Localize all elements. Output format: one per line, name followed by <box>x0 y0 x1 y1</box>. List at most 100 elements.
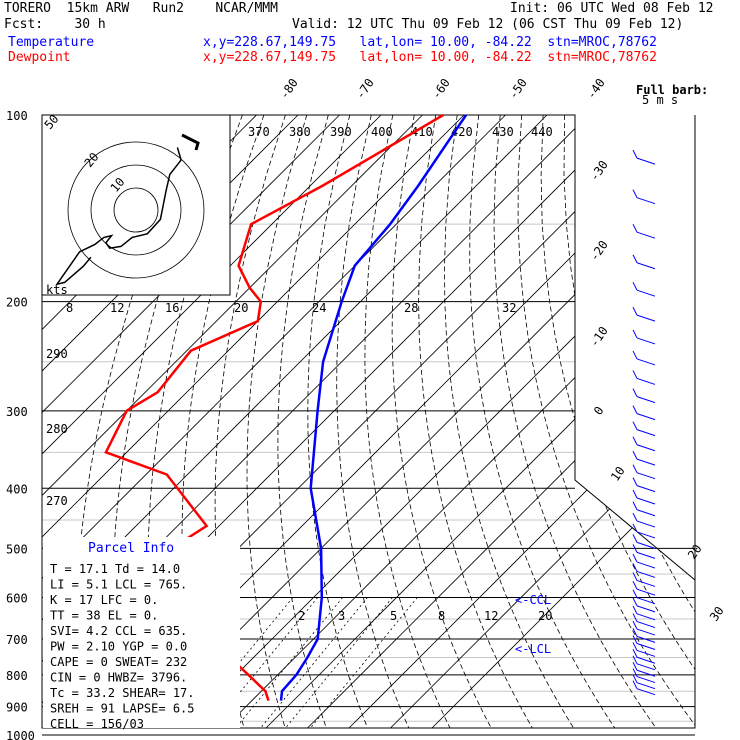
wind-barb-flag <box>632 189 638 198</box>
wind-barb-flag <box>632 597 638 607</box>
dry-adiabat <box>563 115 695 728</box>
wind-barb-flag <box>632 544 638 553</box>
speed-tick-label: 32 <box>502 301 516 315</box>
dry-adiabat <box>246 115 308 728</box>
pressure-tick-label: 300 <box>6 405 28 419</box>
wind-barb-flag <box>632 613 638 622</box>
wind-barb <box>636 663 656 671</box>
legend-temperature: Temperature <box>8 35 95 50</box>
wind-barb <box>636 485 656 493</box>
full-barb-value: 5 m s <box>642 93 678 107</box>
wind-barb-flag <box>632 350 638 360</box>
wind-barb-flag <box>632 563 638 572</box>
wind-barb-flag <box>632 655 638 665</box>
dry-adiabat <box>444 115 579 728</box>
mixing-ratio-line <box>254 597 368 728</box>
theta-left-label: 270 <box>46 494 68 508</box>
wind-barb-flag <box>632 534 638 543</box>
pressure-tick-label: 500 <box>6 542 28 556</box>
parcel-info-panel: Parcel Info T = 17.1 Td = 14.0 LI = 5.1 LC… <box>43 537 240 731</box>
wind-barb <box>636 643 656 650</box>
isotherm-line <box>42 115 465 728</box>
isotherm-label: -40 <box>584 76 608 102</box>
wind-barb-flag <box>632 580 638 590</box>
wind-barb-flag <box>632 501 638 510</box>
speed-tick-label: 12 <box>110 301 124 315</box>
hodograph-upper-segment <box>181 133 200 151</box>
wind-barb <box>636 656 656 664</box>
wind-barb <box>636 688 656 696</box>
wind-barb-flag <box>632 648 638 658</box>
location-dewpoint: x,y=228.67,149.75 lat,lon= 10.00, -84.22… <box>203 50 657 65</box>
temperature-line <box>279 114 468 701</box>
hodograph-ring <box>113 187 159 233</box>
speed-tick-label: 16 <box>165 301 179 315</box>
mixing-ratio-label: 2 <box>298 609 305 623</box>
dry-adiabat <box>391 115 496 728</box>
header-forecast-hour: Fcst: 30 h <box>4 17 106 32</box>
wind-barb-flag <box>632 553 638 563</box>
wind-barb-flag <box>632 223 638 233</box>
wind-barb <box>636 157 656 165</box>
wind-barb-flag <box>632 642 638 651</box>
speed-tick-label: 20 <box>234 301 248 315</box>
parcel-info-row: Tc = 33.2 SHEAR= 17. <box>50 686 195 700</box>
theta-label: 390 <box>330 125 352 139</box>
isotherm-label: -60 <box>429 76 453 102</box>
isotherm-line <box>245 115 695 728</box>
speed-tick-label: 8 <box>66 301 73 315</box>
wind-barb-flag <box>632 450 638 460</box>
parcel-info-row: CELL = 156/03 <box>50 717 144 731</box>
pressure-tick-label: 100 <box>6 109 28 123</box>
theta-label: 410 <box>411 125 433 139</box>
wind-barb <box>636 605 656 613</box>
wind-barb-flag <box>632 680 638 689</box>
wind-barb <box>636 682 656 690</box>
theta-left-label: 290 <box>46 347 68 361</box>
hodograph-ring <box>67 141 205 279</box>
isotherm-label: 20 <box>685 542 705 562</box>
isotherm-label: -80 <box>277 76 301 102</box>
wind-barb <box>636 413 656 421</box>
pressure-tick-label: 200 <box>6 296 28 310</box>
theta-label: 400 <box>371 125 393 139</box>
mixing-ratio-label: 5 <box>390 609 397 623</box>
wind-barb-flag <box>632 421 638 430</box>
wind-barb <box>636 676 656 684</box>
header-valid-time: Valid: 12 UTC Thu 09 Feb 12 (06 CST Thu … <box>292 17 684 32</box>
wind-barb-flag <box>632 464 638 473</box>
hodograph-trace <box>55 147 182 286</box>
wind-barb <box>636 314 656 322</box>
dry-adiabat <box>607 115 695 728</box>
isotherm-label: 10 <box>608 464 628 484</box>
wind-barb-flag <box>632 329 638 339</box>
wind-barb <box>636 444 656 452</box>
dry-adiabat <box>585 115 695 728</box>
hodograph-ring <box>90 164 182 256</box>
wind-barb <box>636 628 656 636</box>
isotherm-line <box>42 115 506 728</box>
pressure-tick-label: 600 <box>6 591 28 605</box>
wind-barb <box>636 597 656 605</box>
wind-barb <box>636 262 656 270</box>
wind-barb <box>636 669 656 677</box>
parcel-info-row: TT = 38 EL = 0. <box>50 609 158 623</box>
dry-adiabat <box>418 115 537 728</box>
wind-barb <box>636 429 656 437</box>
wind-barb <box>636 231 656 239</box>
wind-barb-flag <box>632 388 638 397</box>
pressure-tick-label: 900 <box>6 701 28 715</box>
parcel-info-row: K = 17 LFC = 0. <box>50 593 158 607</box>
wind-barb <box>636 520 656 528</box>
legend-dewpoint: Dewpoint <box>8 50 71 65</box>
dry-adiabat <box>493 115 662 728</box>
theta-label: 370 <box>248 125 270 139</box>
isotherm-line <box>42 115 548 728</box>
wind-barb <box>636 377 656 385</box>
wind-barb-flag <box>632 635 638 644</box>
theta-label: 430 <box>492 125 514 139</box>
isotherm-label: 30 <box>707 604 727 624</box>
wind-barb <box>636 551 656 559</box>
wind-barb <box>636 472 656 480</box>
